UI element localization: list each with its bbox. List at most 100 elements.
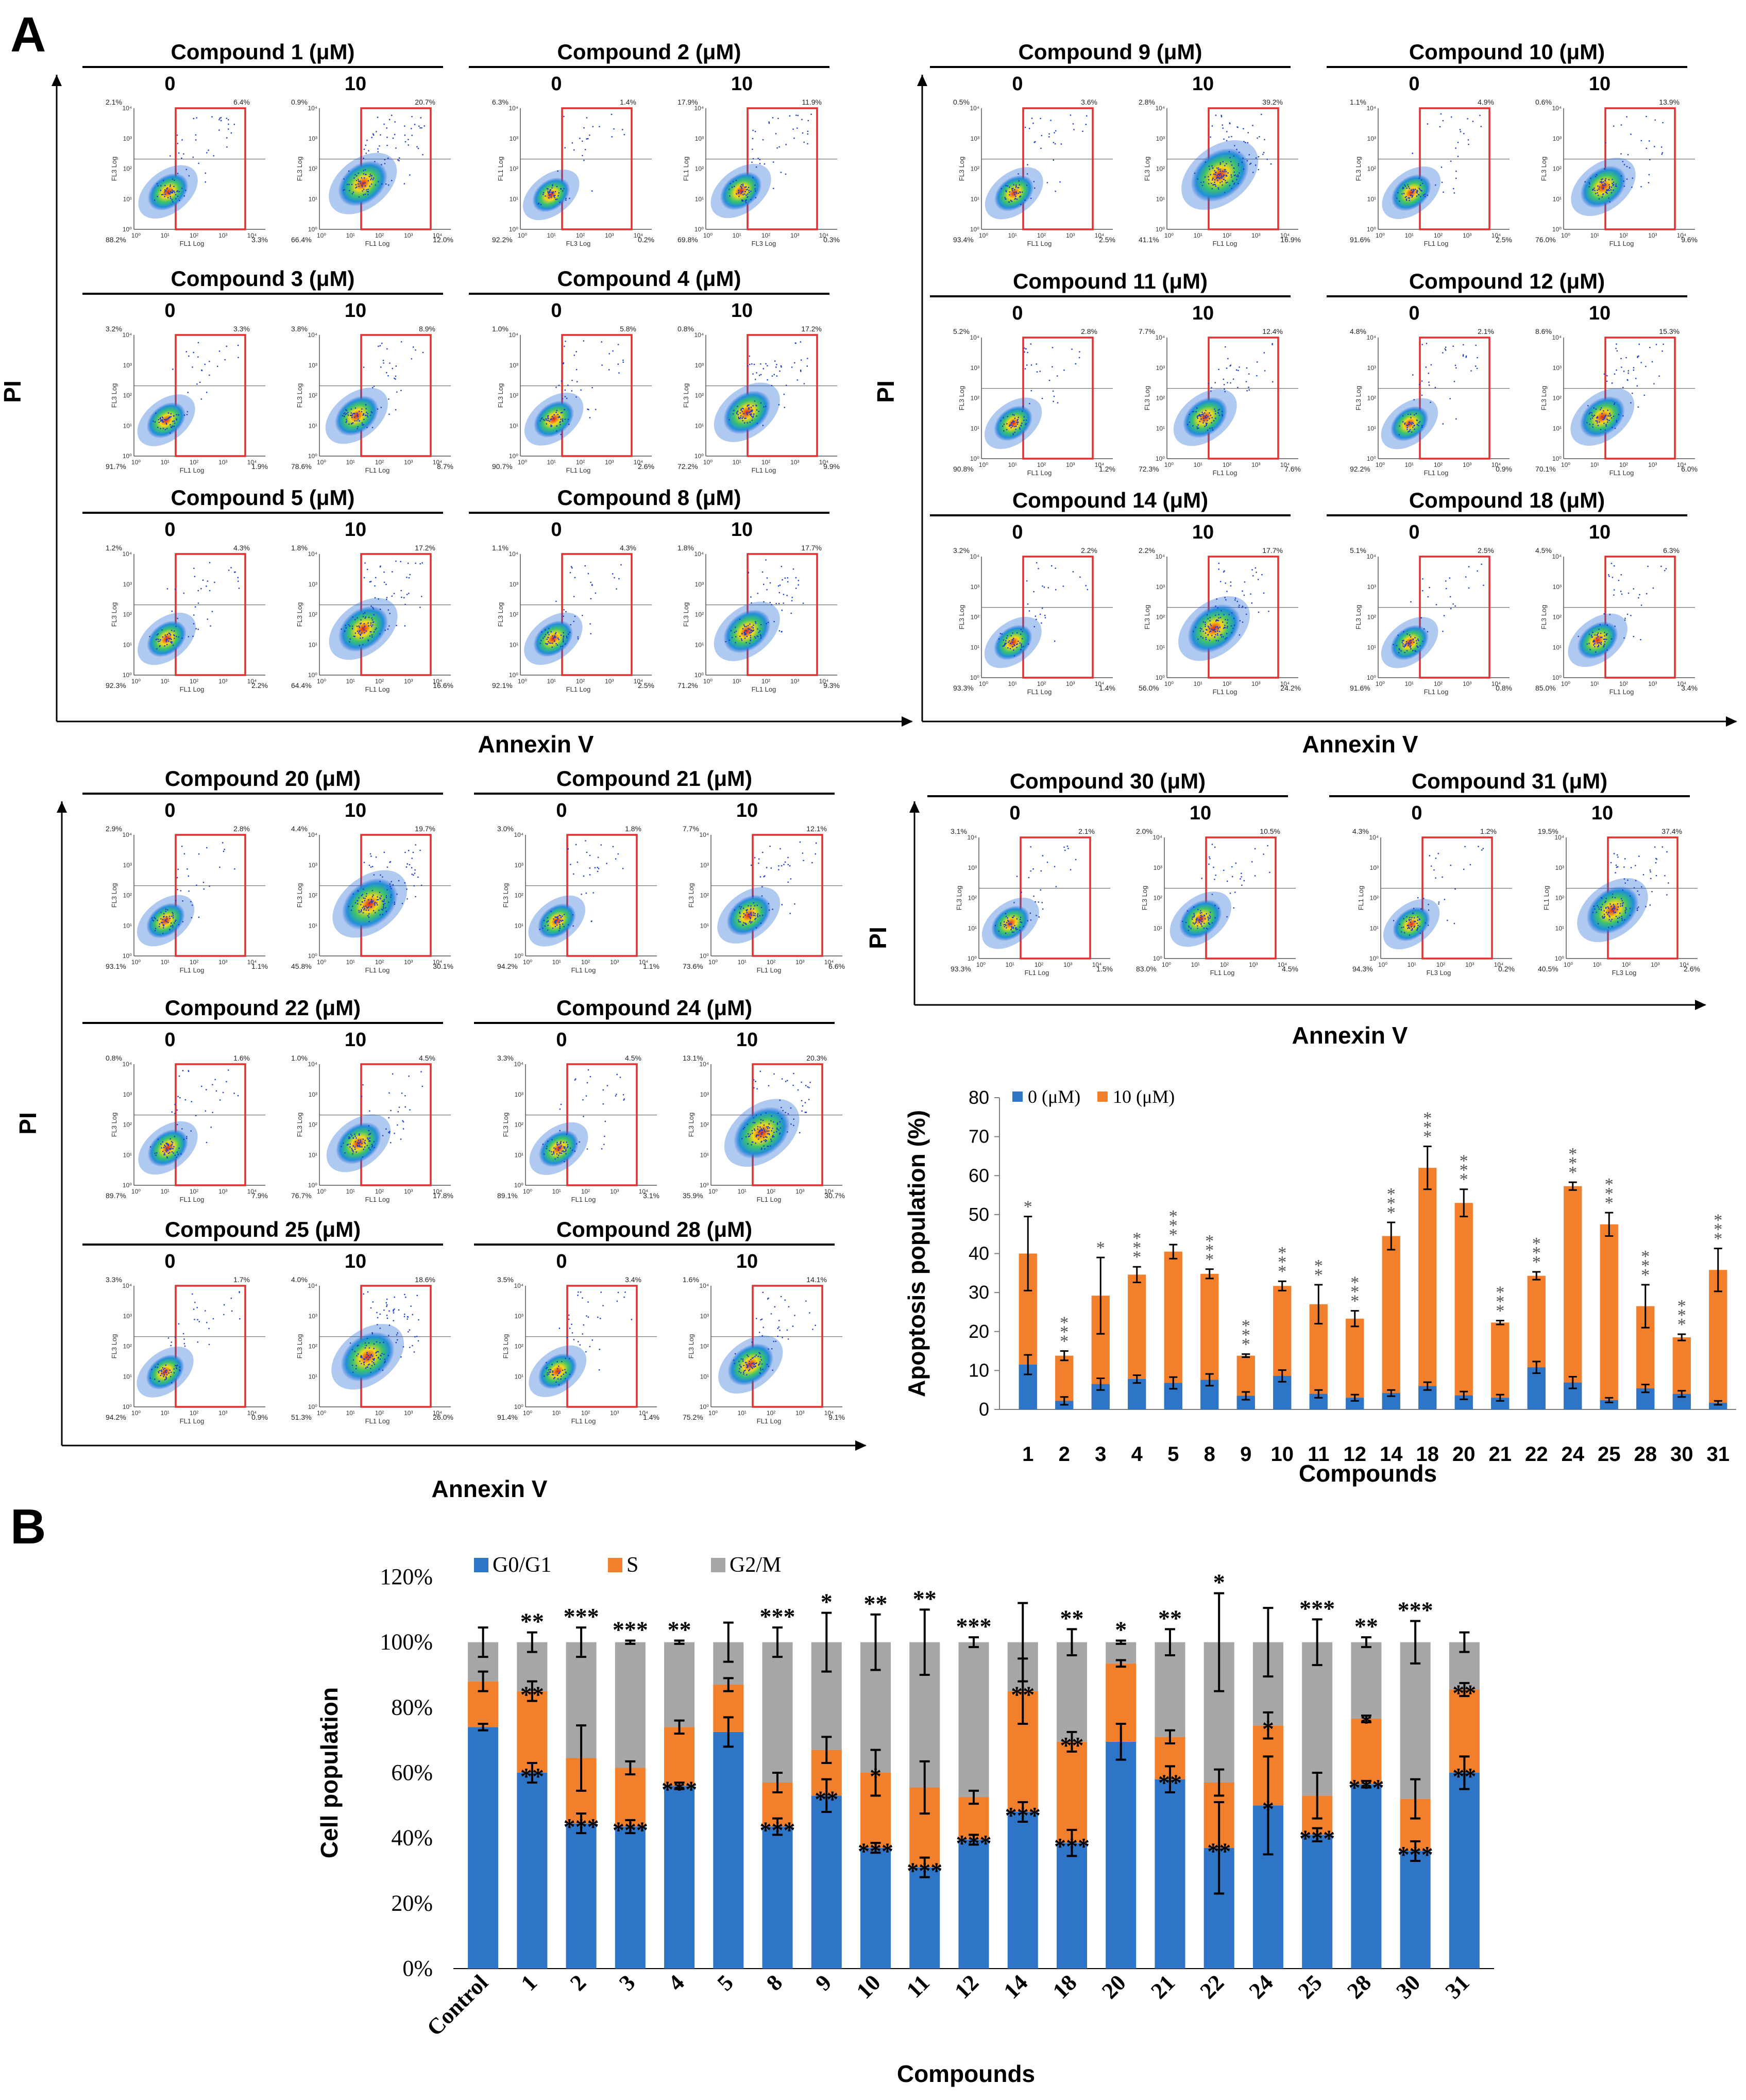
x-tick-label: 10⁰	[317, 959, 326, 966]
plot-x-channel: FL1 Log	[180, 1196, 205, 1203]
significance-star: *	[1132, 1248, 1141, 1267]
quadrant-ur-pct: 19.7%	[415, 825, 435, 833]
y-tick-label: 10³	[1555, 864, 1564, 871]
error-bar	[772, 1772, 783, 1793]
y-tick-label: 10⁴	[308, 550, 317, 558]
pi-axis-label: PI	[14, 1112, 41, 1134]
error-bar	[1361, 1779, 1371, 1789]
quadrant-lr-pct: 1.5%	[1096, 965, 1113, 973]
y-tick-label: 10²	[971, 614, 979, 621]
x-tick-label: 10⁴	[247, 959, 257, 966]
quadrant-ll-pct: 90.8%	[953, 465, 974, 473]
cell-density-cloud	[994, 405, 1033, 441]
plot-x-channel: FL1 Log	[1424, 240, 1449, 247]
x-tick-label: 10⁰	[1561, 461, 1570, 468]
plot-y-channel: FL3 Log	[958, 605, 965, 630]
stacked-segment	[762, 1826, 793, 1969]
y-tick-label: 10²	[1553, 165, 1562, 173]
plot-x-channel: FL1 Log	[180, 966, 205, 974]
error-bar	[1350, 1393, 1359, 1402]
quadrant-ur-pct: 8.9%	[419, 325, 435, 333]
legend-label: 10 (μM)	[1113, 1086, 1175, 1107]
apoptosis-gate	[175, 1063, 246, 1186]
quadrant-ll-pct: 93.1%	[106, 962, 126, 970]
x-tick-label: 10³	[605, 232, 614, 239]
y-tick-label: 10⁰	[308, 1182, 317, 1189]
y-tick-label: 10⁴	[1152, 834, 1162, 841]
y-tick-label: 10²	[700, 892, 709, 899]
quadrant-ur-pct: 17.2%	[801, 325, 822, 333]
y-tick-label: 10⁴	[1155, 105, 1165, 112]
x-tick-label: 10⁰	[979, 680, 988, 687]
quadrant-lr-pct: 7.9%	[251, 1191, 268, 1200]
plot-x-channel: FL1 Log	[1210, 969, 1235, 977]
x-tick-label: 10⁰	[317, 1409, 326, 1417]
x-tick-label: 10¹	[1590, 461, 1599, 468]
y-tick-label: 10²	[971, 165, 979, 173]
stacked-segment	[1155, 1642, 1185, 1737]
plot-x-channel: FL1 Log	[365, 685, 390, 693]
x-tick-label: 10¹	[1008, 461, 1017, 468]
x-tick-label: 10⁰	[708, 959, 718, 966]
error-bar	[1278, 1280, 1286, 1291]
quadrant-ll-pct: 66.4%	[291, 236, 312, 244]
y-tick-label: 10¹	[510, 195, 518, 203]
quadrant-ll-pct: 93.3%	[951, 965, 971, 973]
y-tick-label: 10³	[971, 364, 979, 372]
cell-density-cloud	[727, 1343, 774, 1386]
significance-star: *	[1278, 1253, 1286, 1272]
y-tick-label: 10⁴	[514, 831, 523, 838]
apoptosis-gate	[175, 334, 246, 457]
annexin-axis-arrow	[902, 716, 913, 727]
x-tick-label: 10⁴	[1280, 232, 1290, 239]
y-tick-label: 10⁴	[1155, 334, 1165, 341]
plot-x-channel: FL3 Log	[752, 240, 776, 247]
error-bar	[1312, 1827, 1323, 1842]
error-bar	[870, 1613, 881, 1671]
y-tick-label: 10⁴	[1155, 553, 1165, 560]
error-bar	[1263, 1607, 1274, 1678]
quadrant-lr-pct: 0.2%	[1498, 965, 1515, 973]
error-bar	[969, 1834, 979, 1846]
concentration-label: 10	[345, 73, 366, 95]
error-bar	[1115, 1659, 1126, 1668]
plot-y-channel: FL1 Log	[682, 157, 690, 181]
x-tick-label: 10³	[218, 1188, 227, 1195]
event-dots	[349, 1291, 419, 1373]
pi-axis-label: PI	[872, 380, 899, 402]
x-tick-label: 10¹	[738, 959, 747, 966]
error-bar	[1066, 1828, 1077, 1857]
x-tick-label: 10³	[610, 959, 619, 966]
concentration-label: 0	[1409, 303, 1419, 324]
error-bar	[576, 1724, 587, 1792]
y-tick-label: 10¹	[695, 195, 704, 203]
plot-x-channel: FL1 Log	[365, 1417, 390, 1425]
quadrant-ur-pct: 20.7%	[415, 98, 435, 106]
apoptosis-gate	[175, 834, 246, 957]
error-bar	[1460, 1390, 1468, 1400]
x-tick-label: 10³	[795, 1409, 804, 1417]
quadrant-ll-pct: 56.0%	[1139, 684, 1159, 692]
quadrant-ul-pct: 1.6%	[683, 1275, 699, 1284]
significance-star: *	[1205, 1232, 1214, 1251]
error-bar	[1641, 1384, 1650, 1393]
y-axis-label: Cell population	[316, 1687, 343, 1858]
x-tick-label: 10²	[1223, 461, 1231, 468]
y-tick-label: 10¹	[515, 1373, 523, 1380]
y-tick-label: 10⁰	[123, 226, 132, 233]
y-tick-label: 10³	[123, 581, 132, 588]
concentration-label: 0	[164, 1029, 175, 1051]
quadrant-ur-pct: 39.2%	[1262, 98, 1283, 106]
y-tick-label: 120%	[380, 1564, 433, 1589]
group-title: Compound 9 (μM)	[1019, 40, 1202, 64]
y-tick-label: 10²	[123, 892, 132, 899]
x-tick-label: 10²	[581, 1409, 590, 1417]
y-tick-label: 10¹	[510, 641, 518, 648]
